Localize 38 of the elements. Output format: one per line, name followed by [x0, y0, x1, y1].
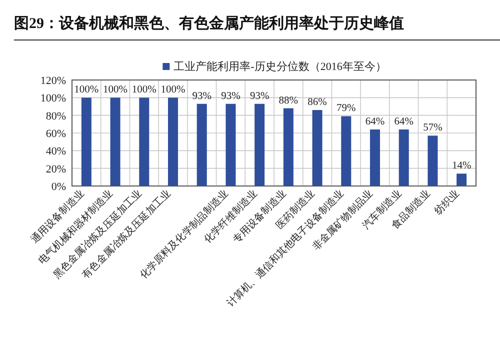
data-label: 64%	[365, 116, 385, 128]
bar	[370, 129, 380, 186]
data-label: 93%	[250, 90, 270, 102]
data-label: 100%	[74, 84, 99, 96]
data-label: 57%	[423, 122, 443, 134]
y-tick-label: 60%	[46, 128, 66, 140]
bar	[139, 98, 150, 186]
data-label: 100%	[103, 84, 128, 96]
y-tick-label: 120%	[40, 75, 66, 87]
bar	[398, 129, 409, 186]
bar	[283, 108, 294, 186]
data-label: 100%	[160, 84, 186, 96]
bar	[341, 116, 352, 186]
y-tick-label: 80%	[46, 110, 66, 122]
bar	[81, 98, 92, 186]
data-label: 79%	[336, 103, 356, 114]
data-label: 93%	[221, 90, 241, 102]
data-label: 100%	[132, 84, 157, 96]
x-tick-label: 纺织业	[432, 188, 462, 218]
bar	[312, 110, 322, 186]
bar	[110, 98, 120, 186]
data-label: 88%	[278, 95, 298, 106]
y-tick-label: 20%	[46, 163, 66, 176]
bar	[428, 136, 438, 186]
y-tick-label: 0%	[51, 181, 66, 193]
bar	[456, 174, 467, 186]
data-label: 86%	[308, 97, 328, 108]
data-label: 64%	[394, 116, 414, 128]
y-tick-label: 40%	[46, 146, 66, 158]
legend-label: 工业产能利用率-历史分位数（2016年至今）	[174, 60, 386, 73]
bar	[226, 104, 236, 186]
bar	[168, 98, 178, 186]
y-tick-label: 100%	[40, 92, 66, 105]
data-label: 14%	[452, 160, 472, 172]
bar	[196, 104, 207, 186]
data-label: 93%	[192, 90, 212, 102]
chart-title: 图29：设备机械和黑色、有色金属产能利用率处于历史峰值	[14, 14, 404, 32]
bar	[254, 104, 265, 186]
